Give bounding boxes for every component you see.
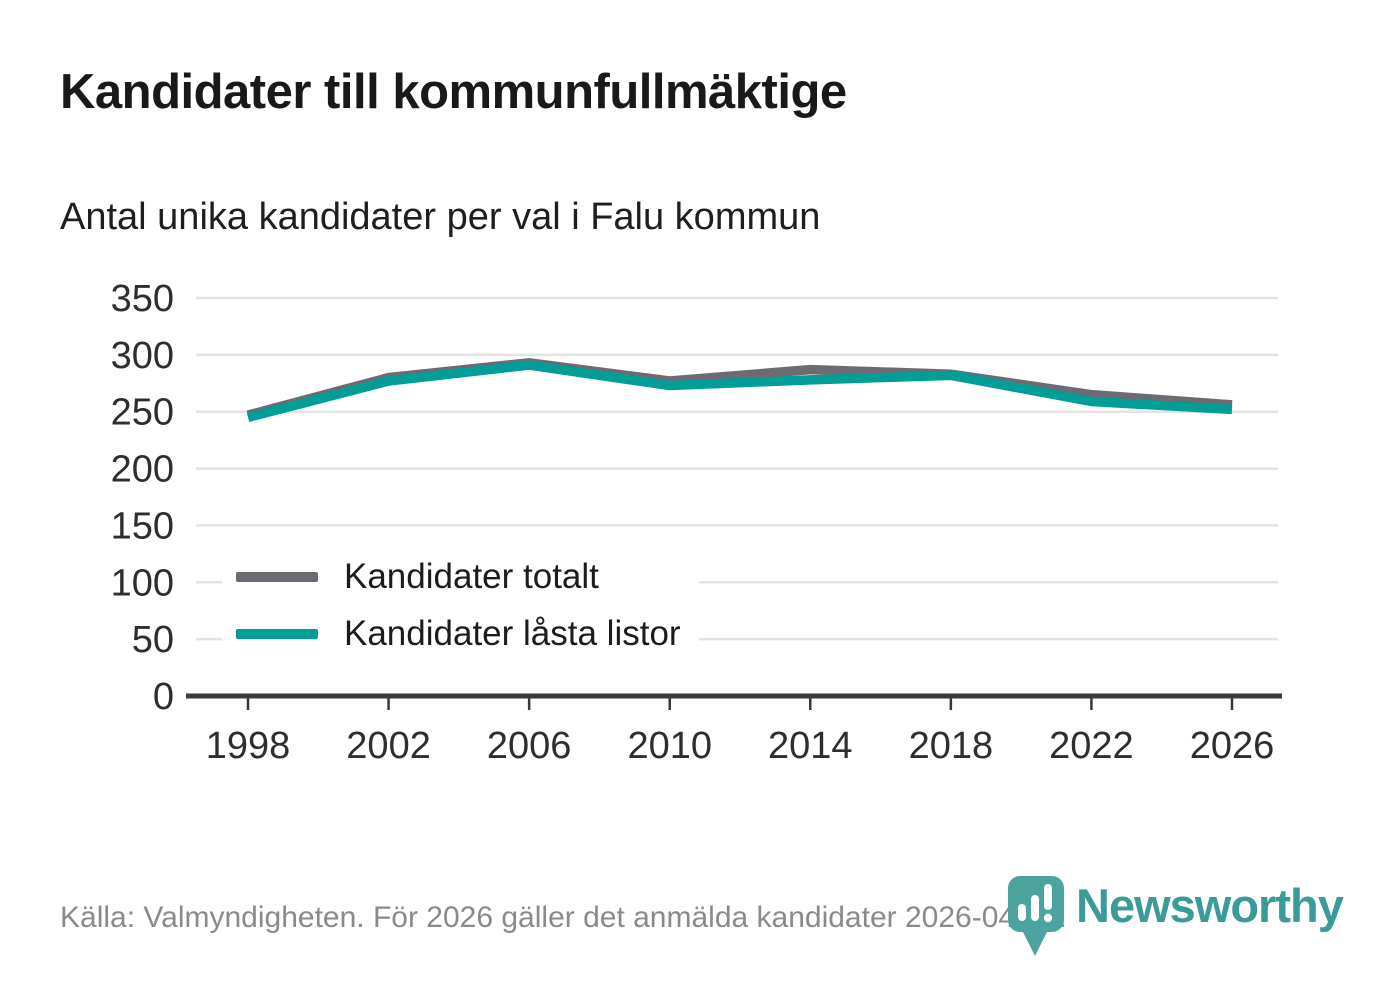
source-note: Källa: Valmyndigheten. För 2026 gäller d… [60,901,1067,934]
legend-item: Kandidater låsta listor [222,605,699,662]
x-tick-label: 2014 [768,725,853,767]
legend-label: Kandidater låsta listor [344,613,681,653]
page-title: Kandidater till kommunfullmäktige [60,65,847,119]
newsworthy-logo: Newsworthy [1006,874,1344,966]
y-tick-label: 0 [153,676,174,718]
x-tick-label: 2010 [627,725,712,767]
y-tick-label: 300 [111,335,174,377]
x-tick-label: 2006 [487,725,572,767]
legend-item: Kandidater totalt [222,548,699,605]
y-tick-label: 200 [111,449,174,491]
y-tick-label: 350 [111,278,174,320]
y-tick-label: 150 [111,505,174,547]
y-tick-label: 50 [132,619,174,661]
x-tick-label: 2022 [1049,725,1134,767]
series-line-kandidater-totalt [246,358,1233,420]
series-line-kandidater-l-sta-listor [246,360,1233,422]
newsworthy-wordmark: Newsworthy [1076,879,1344,932]
x-tick-label: 1998 [206,725,291,767]
legend-label: Kandidater totalt [344,556,599,596]
chart-subtitle: Antal unika kandidater per val i Falu ko… [60,196,821,238]
chart-legend: Kandidater totalt Kandidater låsta listor [222,548,699,662]
line-chart: 0 50 100 150 200 250 300 350 1998 2002 2006 2010 201… [111,278,1282,767]
y-tick-label: 100 [111,562,174,604]
legend-swatch [236,628,318,639]
x-tick-label: 2002 [346,725,431,767]
legend-swatch [236,571,318,582]
bar-chart-speech-pin-icon [1008,876,1064,956]
y-tick-label: 250 [111,392,174,434]
x-tick-label: 2026 [1190,725,1275,767]
x-tick-label: 2018 [909,725,994,767]
